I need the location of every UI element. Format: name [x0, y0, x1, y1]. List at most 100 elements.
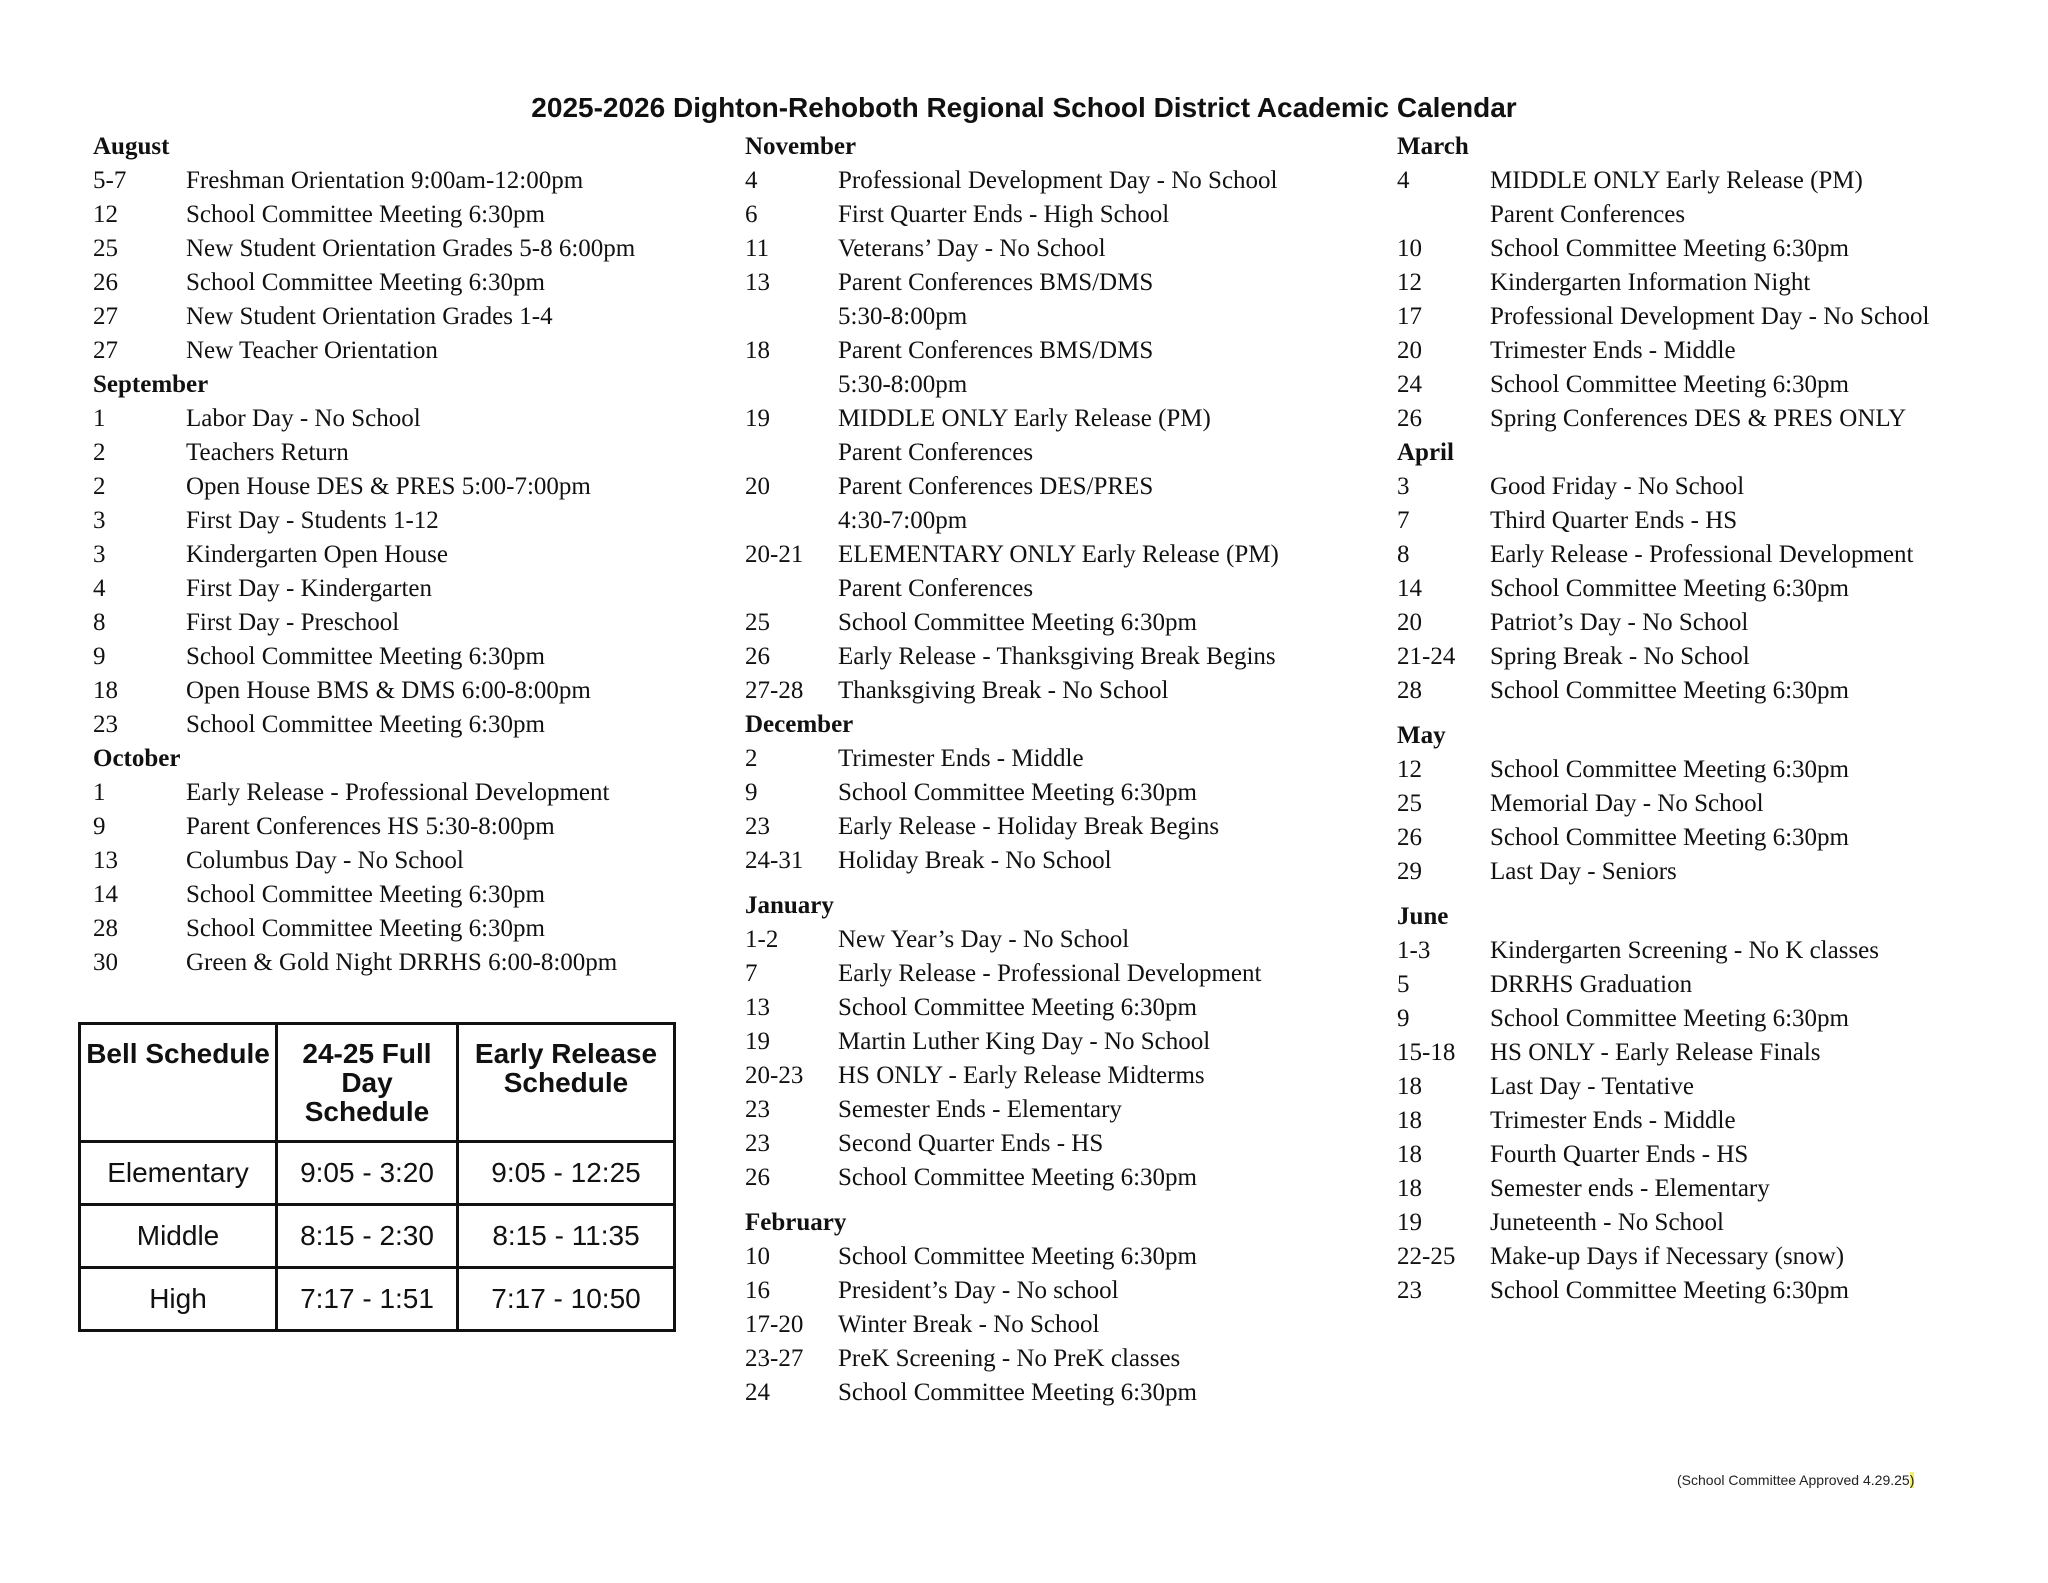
event-date: 4	[93, 575, 106, 602]
calendar-event: 14 School Committee Meeting 6:30pm	[93, 878, 635, 912]
calendar-event: 4 MIDDLE ONLY Early Release (PM)	[1397, 164, 1930, 198]
calendar-event: 7 Third Quarter Ends - HS	[1397, 504, 1930, 538]
calendar-event: 5-7 Freshman Orientation 9:00am-12:00pm	[93, 164, 635, 198]
table-row: Middle 8:15 - 2:30 8:15 - 11:35	[78, 1203, 676, 1269]
event-date: 26	[93, 269, 118, 296]
calendar-event: Parent Conferences	[745, 436, 1279, 470]
calendar-event: 1-2 New Year’s Day - No School	[745, 923, 1279, 957]
event-description: Kindergarten Information Night	[1490, 269, 1811, 296]
calendar-event: 21-24 Spring Break - No School	[1397, 640, 1930, 674]
event-description: New Student Orientation Grades 1-4	[186, 303, 553, 330]
cell: 7:17 - 10:50	[456, 1266, 676, 1332]
calendar-event: 13 Columbus Day - No School	[93, 844, 635, 878]
calendar-event: 27-28 Thanksgiving Break - No School	[745, 674, 1279, 708]
calendar-event: 9 Parent Conferences HS 5:30-8:00pm	[93, 810, 635, 844]
event-description: School Committee Meeting 6:30pm	[186, 915, 545, 942]
event-description: Semester Ends - Elementary	[838, 1096, 1122, 1123]
event-description: Parent Conferences BMS/DMS	[838, 269, 1154, 296]
calendar-event: 27 New Teacher Orientation	[93, 334, 635, 368]
event-date: 14	[1397, 575, 1422, 602]
calendar-event: 5 DRRHS Graduation	[1397, 968, 1930, 1002]
event-description: Early Release - Professional Development	[186, 779, 610, 806]
event-date	[745, 572, 838, 606]
event-description: Winter Break - No School	[838, 1311, 1100, 1338]
event-description: First Day - Preschool	[186, 609, 400, 636]
event-date: 18	[745, 337, 770, 364]
month-heading: August	[93, 133, 170, 160]
month-heading: January	[745, 892, 834, 919]
event-date: 11	[745, 235, 770, 262]
calendar-event: 23 School Committee Meeting 6:30pm	[1397, 1274, 1930, 1308]
event-date: 1-3	[1397, 937, 1431, 964]
event-description: Good Friday - No School	[1490, 473, 1745, 500]
event-date: 18	[93, 677, 118, 704]
calendar-event: 20-21 ELEMENTARY ONLY Early Release (PM)	[745, 538, 1279, 572]
event-date: 12	[1397, 269, 1422, 296]
event-date	[1397, 198, 1490, 232]
calendar-event: 19 Martin Luther King Day - No School	[745, 1025, 1279, 1059]
calendar-event: 26 School Committee Meeting 6:30pm	[745, 1161, 1279, 1195]
event-description: Kindergarten Screening - No K classes	[1490, 937, 1880, 964]
bell-schedule-table: Bell Schedule 24-25 Full Day Schedule Ea…	[78, 1022, 676, 1332]
event-date: 23-27	[745, 1345, 804, 1372]
event-description: Early Release - Thanksgiving Break Begin…	[838, 643, 1276, 670]
event-date: 27-28	[745, 677, 804, 704]
event-description: MIDDLE ONLY Early Release (PM)	[838, 405, 1211, 432]
event-description: Professional Development Day - No School	[838, 167, 1278, 194]
event-description: Memorial Day - No School	[1490, 790, 1764, 817]
event-date: 22-25	[1397, 1243, 1456, 1270]
month-heading: June	[1397, 903, 1449, 930]
calendar-event: 8 Early Release - Professional Developmen…	[1397, 538, 1930, 572]
calendar-event: 9 School Committee Meeting 6:30pm	[745, 776, 1279, 810]
event-description: School Committee Meeting 6:30pm	[186, 643, 545, 670]
calendar-event: 24 School Committee Meeting 6:30pm	[1397, 368, 1930, 402]
event-date: 24	[1397, 371, 1422, 398]
calendar-event: 14 School Committee Meeting 6:30pm	[1397, 572, 1930, 606]
event-description: Patriot’s Day - No School	[1490, 609, 1749, 636]
calendar-event: 2 Open House DES & PRES 5:00-7:00pm	[93, 470, 635, 504]
calendar-event: 5:30-8:00pm	[745, 368, 1279, 402]
cell: Elementary	[78, 1140, 278, 1206]
event-date: 9	[93, 813, 106, 840]
event-date: 20	[1397, 609, 1422, 636]
event-description: School Committee Meeting 6:30pm	[1490, 677, 1849, 704]
event-date: 20	[745, 473, 770, 500]
event-date: 28	[1397, 677, 1422, 704]
event-date: 1	[93, 779, 106, 806]
event-description: PreK Screening - No PreK classes	[838, 1345, 1181, 1372]
month-heading: November	[745, 133, 857, 160]
event-description: Green & Gold Night DRRHS 6:00-8:00pm	[186, 949, 618, 976]
calendar-event: 12 Kindergarten Information Night	[1397, 266, 1930, 300]
event-description: Martin Luther King Day - No School	[838, 1028, 1211, 1055]
event-date: 12	[1397, 756, 1422, 783]
event-description: Trimester Ends - Middle	[1490, 337, 1736, 364]
event-description: First Quarter Ends - High School	[838, 201, 1170, 228]
highlighted-paren: )	[1909, 1472, 1915, 1488]
event-date: 5	[1397, 971, 1410, 998]
event-description: School Committee Meeting 6:30pm	[1490, 1005, 1849, 1032]
event-description: School Committee Meeting 6:30pm	[838, 1243, 1197, 1270]
calendar-event: 26 Early Release - Thanksgiving Break Beg…	[745, 640, 1279, 674]
event-date	[745, 436, 838, 470]
event-date: 27	[93, 303, 118, 330]
event-date: 2	[93, 473, 106, 500]
event-description: Spring Conferences DES & PRES ONLY	[1490, 405, 1907, 432]
event-date: 28	[93, 915, 118, 942]
cell: High	[78, 1266, 278, 1332]
event-date: 9	[93, 643, 106, 670]
calendar-event: 20 Patriot’s Day - No School	[1397, 606, 1930, 640]
event-date: 4	[745, 167, 758, 194]
approval-note: (School Committee Approved 4.29.25)	[1677, 1472, 1915, 1488]
cell: Middle	[78, 1203, 278, 1269]
calendar-event: 3 Kindergarten Open House	[93, 538, 635, 572]
event-date: 30	[93, 949, 118, 976]
event-description: Juneteenth - No School	[1490, 1209, 1724, 1236]
event-date: 2	[745, 745, 758, 772]
event-date	[745, 504, 838, 538]
event-date: 13	[93, 847, 118, 874]
event-description: School Committee Meeting 6:30pm	[838, 1164, 1197, 1191]
event-description: Parent Conferences	[838, 575, 1034, 602]
event-date: 19	[745, 1028, 770, 1055]
event-date: 10	[745, 1243, 770, 1270]
event-date: 16	[745, 1277, 770, 1304]
